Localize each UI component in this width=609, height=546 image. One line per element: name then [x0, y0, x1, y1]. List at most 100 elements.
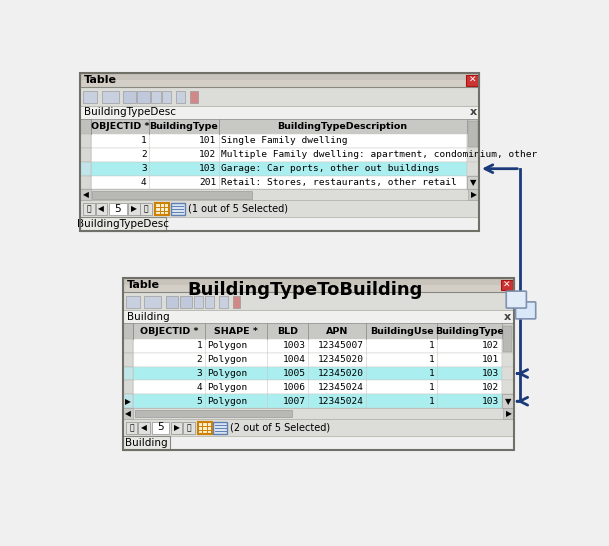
Bar	[141, 203, 152, 215]
Bar	[93, 191, 252, 199]
Bar	[80, 162, 466, 176]
Text: 1: 1	[197, 341, 202, 351]
Bar	[466, 176, 479, 189]
Bar	[155, 203, 169, 215]
Text: 1: 1	[429, 341, 435, 351]
Text: Garage: Car ports, other out buildings: Garage: Car ports, other out buildings	[221, 164, 440, 173]
Bar	[233, 296, 241, 308]
Bar	[83, 203, 95, 215]
Bar	[180, 296, 192, 308]
Text: SHAPE *: SHAPE *	[214, 327, 258, 336]
Bar	[80, 148, 91, 162]
Bar	[80, 134, 466, 148]
Bar	[466, 134, 479, 148]
Text: ⏭: ⏭	[144, 204, 149, 213]
Text: 3: 3	[197, 369, 202, 378]
Bar	[122, 339, 502, 353]
Text: ▶: ▶	[174, 423, 180, 432]
Text: 101: 101	[482, 355, 499, 364]
Bar	[122, 278, 514, 292]
Text: 101: 101	[199, 136, 216, 145]
Bar	[83, 91, 97, 103]
Bar	[80, 118, 479, 134]
Text: Table: Table	[127, 280, 160, 290]
Bar	[80, 176, 466, 189]
Text: ▶: ▶	[471, 191, 477, 199]
Bar	[468, 189, 479, 200]
Text: 5: 5	[157, 423, 164, 432]
Text: 201: 201	[199, 178, 216, 187]
Bar	[138, 91, 150, 103]
Bar	[190, 91, 198, 103]
Bar	[96, 203, 107, 215]
Bar	[502, 394, 514, 408]
Bar	[80, 217, 166, 231]
Text: Single Family dwelling: Single Family dwelling	[221, 136, 348, 145]
Bar	[122, 366, 502, 381]
Bar	[122, 419, 514, 436]
Text: ▼: ▼	[470, 178, 476, 187]
Text: 4: 4	[197, 383, 202, 392]
Text: BuildingType: BuildingType	[149, 122, 218, 131]
Text: BuildingTypeDesc: BuildingTypeDesc	[84, 107, 176, 117]
Text: Polygon: Polygon	[207, 397, 247, 406]
Text: ▼: ▼	[504, 397, 511, 406]
Text: 102: 102	[482, 383, 499, 392]
Bar	[466, 118, 479, 134]
Bar	[466, 162, 479, 176]
Text: ▲: ▲	[504, 327, 511, 336]
Text: ◀: ◀	[125, 409, 131, 418]
Bar	[80, 134, 91, 148]
Text: 5: 5	[114, 204, 121, 213]
Bar	[122, 278, 514, 450]
Text: 102: 102	[199, 150, 216, 159]
Bar	[122, 366, 133, 381]
Text: OBJECTID *: OBJECTID *	[140, 327, 199, 336]
Bar	[122, 381, 133, 394]
Text: 5: 5	[197, 397, 202, 406]
Bar	[152, 422, 169, 434]
Bar	[503, 326, 512, 352]
Text: 1: 1	[141, 136, 147, 145]
Text: BLD: BLD	[277, 327, 298, 336]
Text: x: x	[504, 312, 512, 322]
Text: 2: 2	[141, 150, 147, 159]
Bar	[166, 296, 178, 308]
Bar	[80, 189, 479, 200]
Bar	[80, 80, 479, 87]
FancyBboxPatch shape	[516, 302, 536, 319]
Text: 1004: 1004	[283, 355, 306, 364]
Bar	[125, 422, 138, 434]
Text: 103: 103	[199, 164, 216, 173]
Text: 4: 4	[141, 178, 147, 187]
Bar	[80, 148, 466, 162]
Bar	[466, 148, 479, 162]
Text: ⏭: ⏭	[186, 423, 191, 432]
Text: ⏮: ⏮	[129, 423, 134, 432]
Text: 103: 103	[482, 397, 499, 406]
Bar	[162, 91, 172, 103]
Bar	[502, 353, 514, 366]
Bar	[80, 200, 479, 217]
Bar	[110, 203, 127, 215]
Text: ✕: ✕	[503, 281, 511, 289]
Bar	[80, 73, 479, 87]
Text: 3: 3	[141, 164, 147, 173]
Bar	[219, 296, 228, 308]
Text: Retail: Stores, restaurants, other retail: Retail: Stores, restaurants, other retai…	[221, 178, 457, 187]
Text: BuildingTypeDesc: BuildingTypeDesc	[77, 219, 169, 229]
Text: ▲: ▲	[470, 122, 476, 131]
Bar	[138, 422, 150, 434]
Text: BuildingTypeToBuilding: BuildingTypeToBuilding	[187, 281, 423, 299]
Bar	[502, 381, 514, 394]
Text: 102: 102	[482, 341, 499, 351]
Bar	[122, 339, 133, 353]
Text: 12345024: 12345024	[317, 383, 364, 392]
Text: Polygon: Polygon	[207, 341, 247, 351]
Text: 1: 1	[429, 369, 435, 378]
Bar	[122, 323, 514, 339]
Text: BuildingType: BuildingType	[435, 327, 504, 336]
Text: Polygon: Polygon	[207, 383, 247, 392]
Bar	[213, 422, 227, 434]
Bar	[122, 278, 514, 292]
